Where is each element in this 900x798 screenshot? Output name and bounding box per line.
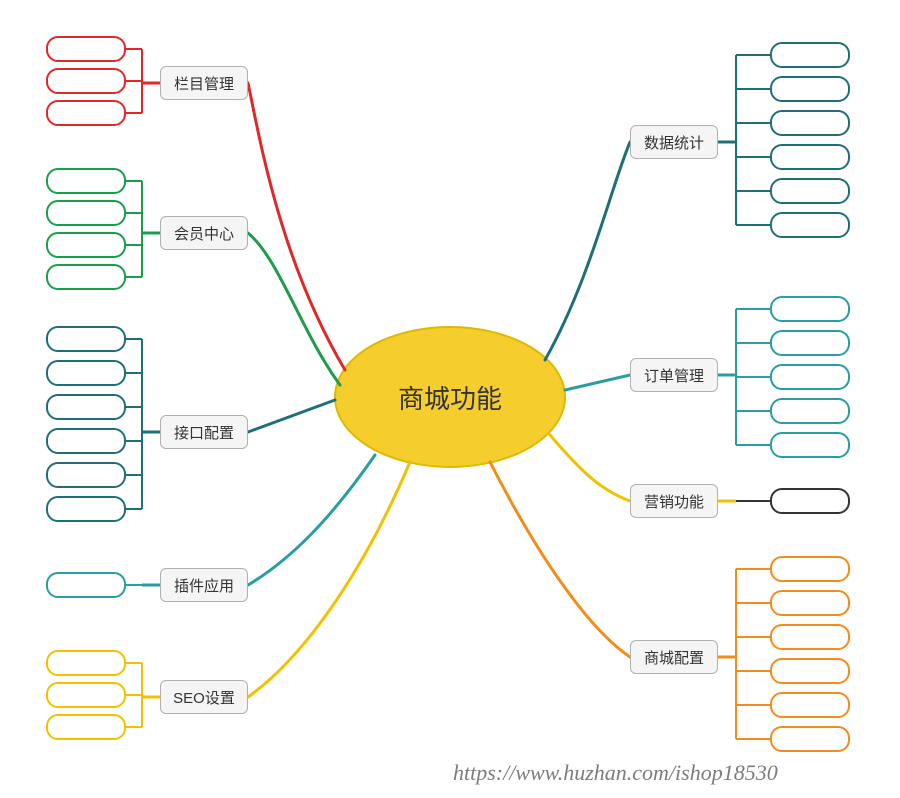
leaf-order-4 xyxy=(770,432,850,458)
leaf-shop-cfg-4 xyxy=(770,692,850,718)
branch-member: 会员中心 xyxy=(160,216,248,250)
branch-marketing: 营销功能 xyxy=(630,484,718,518)
leaf-plugin-0 xyxy=(46,572,126,598)
leaf-member-2 xyxy=(46,232,126,258)
leaf-order-3 xyxy=(770,398,850,424)
center-node: 商城功能 xyxy=(335,327,565,467)
branch-shop-cfg: 商城配置 xyxy=(630,640,718,674)
leaf-order-1 xyxy=(770,330,850,356)
watermark-text: https://www.huzhan.com/ishop18530 xyxy=(453,760,778,786)
leaf-member-0 xyxy=(46,168,126,194)
leaf-col-mgmt-0 xyxy=(46,36,126,62)
leaf-api-3 xyxy=(46,428,126,454)
leaf-stats-5 xyxy=(770,212,850,238)
branch-seo: SEO设置 xyxy=(160,680,248,714)
leaf-shop-cfg-3 xyxy=(770,658,850,684)
leaf-stats-4 xyxy=(770,178,850,204)
leaf-api-0 xyxy=(46,326,126,352)
leaf-stats-0 xyxy=(770,42,850,68)
leaf-api-1 xyxy=(46,360,126,386)
leaf-shop-cfg-2 xyxy=(770,624,850,650)
leaf-col-mgmt-2 xyxy=(46,100,126,126)
leaf-member-3 xyxy=(46,264,126,290)
leaf-stats-3 xyxy=(770,144,850,170)
branch-col-mgmt: 栏目管理 xyxy=(160,66,248,100)
leaf-seo-0 xyxy=(46,650,126,676)
leaf-shop-cfg-1 xyxy=(770,590,850,616)
branch-plugin: 插件应用 xyxy=(160,568,248,602)
leaf-stats-1 xyxy=(770,76,850,102)
leaf-seo-1 xyxy=(46,682,126,708)
branch-order: 订单管理 xyxy=(630,358,718,392)
leaf-shop-cfg-0 xyxy=(770,556,850,582)
leaf-marketing-0 xyxy=(770,488,850,514)
leaf-member-1 xyxy=(46,200,126,226)
leaf-api-2 xyxy=(46,394,126,420)
leaf-col-mgmt-1 xyxy=(46,68,126,94)
leaf-order-2 xyxy=(770,364,850,390)
leaf-stats-2 xyxy=(770,110,850,136)
leaf-api-4 xyxy=(46,462,126,488)
leaf-order-0 xyxy=(770,296,850,322)
leaf-shop-cfg-5 xyxy=(770,726,850,752)
branch-stats: 数据统计 xyxy=(630,125,718,159)
leaf-seo-2 xyxy=(46,714,126,740)
branch-api: 接口配置 xyxy=(160,415,248,449)
leaf-api-5 xyxy=(46,496,126,522)
